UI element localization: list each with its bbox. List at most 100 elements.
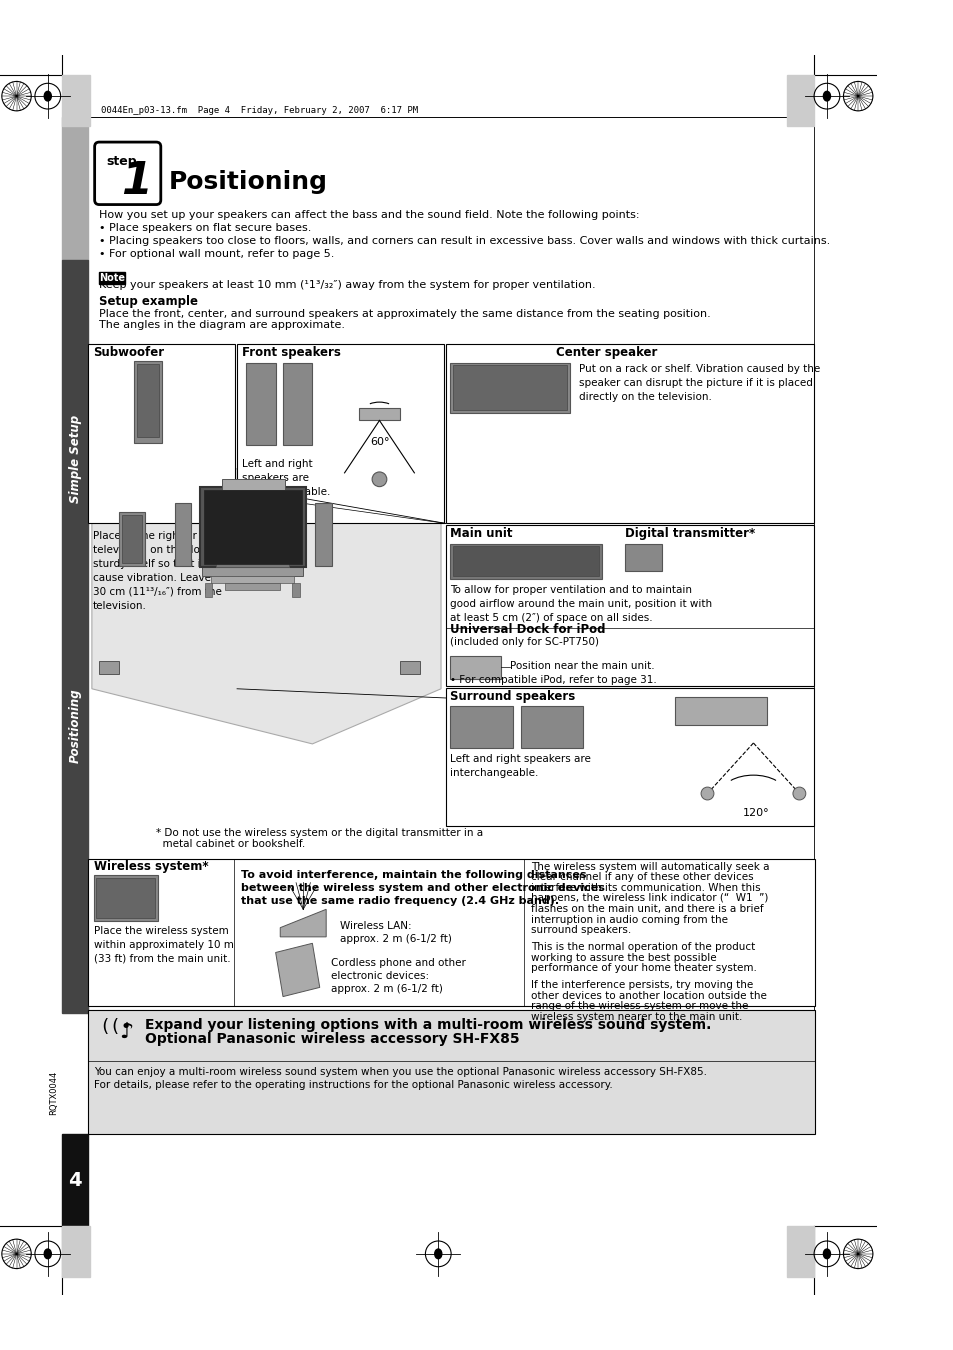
Bar xyxy=(238,547,264,558)
Polygon shape xyxy=(275,944,319,996)
Bar xyxy=(236,344,443,524)
Bar xyxy=(215,556,289,567)
Bar xyxy=(62,1226,90,1277)
Text: working to assure the best possible: working to assure the best possible xyxy=(531,953,716,963)
Bar xyxy=(445,344,813,524)
Text: step: step xyxy=(107,155,137,167)
Text: Universal Dock for iPod: Universal Dock for iPod xyxy=(450,622,605,636)
Bar xyxy=(205,583,212,597)
Bar xyxy=(137,363,159,437)
Bar xyxy=(450,544,601,579)
Text: • For compatible iPod, refer to page 31.: • For compatible iPod, refer to page 31. xyxy=(450,675,657,686)
Text: 4: 4 xyxy=(69,1170,82,1189)
Text: To allow for proper ventilation and to maintain
good airflow around the main uni: To allow for proper ventilation and to m… xyxy=(450,585,712,622)
Bar xyxy=(453,366,566,410)
Text: Setup example: Setup example xyxy=(99,294,198,308)
Text: clear channel if any of these other devices: clear channel if any of these other devi… xyxy=(531,872,753,883)
Text: To avoid interference, maintain the following distances
between the wireless sys: To avoid interference, maintain the foll… xyxy=(240,869,604,906)
Text: 0044En_p03-13.fm  Page 4  Friday, February 2, 2007  6:17 PM: 0044En_p03-13.fm Page 4 Friday, February… xyxy=(101,105,417,115)
Text: happens, the wireless link indicator (“  W1  ”): happens, the wireless link indicator (“ … xyxy=(531,894,768,903)
Bar xyxy=(445,525,813,686)
Text: • Place speakers on flat secure bases.: • Place speakers on flat secure bases. xyxy=(99,223,312,234)
Circle shape xyxy=(700,787,713,801)
Text: This is the normal operation of the product: This is the normal operation of the prod… xyxy=(531,942,755,952)
Bar xyxy=(93,875,158,921)
Text: • Placing speakers too close to floors, walls, and corners can result in excessi: • Placing speakers too close to floors, … xyxy=(99,236,830,246)
Text: How you set up your speakers can affect the bass and the sound field. Note the f: How you set up your speakers can affect … xyxy=(99,211,639,220)
Ellipse shape xyxy=(44,92,51,101)
Text: The angles in the diagram are approximate.: The angles in the diagram are approximat… xyxy=(99,320,345,329)
Ellipse shape xyxy=(822,92,830,101)
Text: You can enjoy a multi-room wireless sound system when you use the optional Panas: You can enjoy a multi-room wireless soun… xyxy=(93,1068,706,1077)
Text: 1: 1 xyxy=(121,161,152,204)
Text: Place the wireless system
within approximately 10 m
(33 ft) from the main unit.: Place the wireless system within approxi… xyxy=(93,926,233,964)
Bar xyxy=(445,688,813,826)
Text: Main unit: Main unit xyxy=(450,528,512,540)
Text: range of the wireless system or move the: range of the wireless system or move the xyxy=(531,1002,748,1011)
Ellipse shape xyxy=(435,1249,441,1258)
Text: For details, please refer to the operating instructions for the optional Panason: For details, please refer to the operati… xyxy=(93,1080,612,1091)
Text: interfere with its communication. When this: interfere with its communication. When t… xyxy=(531,883,760,892)
Text: metal cabinet or bookshelf.: metal cabinet or bookshelf. xyxy=(156,838,305,849)
Text: Place the front, center, and surround speakers at approximately the same distanc: Place the front, center, and surround sp… xyxy=(99,309,710,319)
Text: (included only for SC-PT750): (included only for SC-PT750) xyxy=(450,637,598,647)
Ellipse shape xyxy=(822,1249,830,1258)
Text: Position near the main unit.: Position near the main unit. xyxy=(510,660,654,671)
Bar xyxy=(675,697,766,725)
Text: Center speaker: Center speaker xyxy=(556,346,657,359)
Text: The wireless system will automatically seek a: The wireless system will automatically s… xyxy=(531,861,769,872)
Bar xyxy=(453,547,598,575)
Bar xyxy=(520,706,583,748)
Text: Wireless system*: Wireless system* xyxy=(93,860,208,873)
Bar xyxy=(88,117,813,1134)
Text: * Do not use the wireless system or the digital transmitter in a: * Do not use the wireless system or the … xyxy=(156,828,483,838)
Bar xyxy=(359,408,399,420)
Bar xyxy=(212,575,294,583)
Bar xyxy=(119,513,145,566)
Text: Simple Setup: Simple Setup xyxy=(69,414,82,504)
Text: Front speakers: Front speakers xyxy=(241,346,340,359)
Bar xyxy=(88,1010,814,1134)
Circle shape xyxy=(372,472,386,486)
Text: Wireless LAN:
approx. 2 m (6-1/2 ft): Wireless LAN: approx. 2 m (6-1/2 ft) xyxy=(339,921,452,945)
Bar xyxy=(314,504,332,566)
Circle shape xyxy=(792,787,805,801)
Text: ♪: ♪ xyxy=(119,1022,133,1041)
Bar xyxy=(399,662,419,674)
Text: Left and right
speakers are
interchangeable.: Left and right speakers are interchangea… xyxy=(241,459,330,497)
Bar xyxy=(283,363,312,446)
Bar xyxy=(225,583,280,590)
Text: Note: Note xyxy=(99,273,125,282)
Bar xyxy=(222,479,285,490)
Bar xyxy=(88,859,814,1006)
Text: 120°: 120° xyxy=(741,809,768,818)
Bar xyxy=(122,516,142,563)
Bar xyxy=(99,271,125,284)
Bar xyxy=(62,117,88,259)
Bar xyxy=(450,706,512,748)
Text: Put on a rack or shelf. Vibration caused by the
speaker can disrupt the picture : Put on a rack or shelf. Vibration caused… xyxy=(578,364,820,402)
Text: If the interference persists, try moving the: If the interference persists, try moving… xyxy=(531,980,753,991)
Text: Optional Panasonic wireless accessory SH-FX85: Optional Panasonic wireless accessory SH… xyxy=(145,1033,519,1046)
Text: flashes on the main unit, and there is a brief: flashes on the main unit, and there is a… xyxy=(531,904,763,914)
Bar xyxy=(450,363,569,413)
Bar xyxy=(99,662,119,674)
Bar xyxy=(96,878,155,918)
Text: Left and right speakers are
interchangeable.: Left and right speakers are interchangea… xyxy=(450,755,591,778)
Bar xyxy=(62,1134,88,1226)
Bar xyxy=(624,544,660,571)
Text: Positioning: Positioning xyxy=(169,170,328,193)
Text: Place to the right or left of the
television, on the floor or a
sturdy shelf so : Place to the right or left of the televi… xyxy=(92,531,251,610)
Text: wireless system nearer to the main unit.: wireless system nearer to the main unit. xyxy=(531,1012,741,1022)
Text: Subwoofer: Subwoofer xyxy=(92,346,164,359)
Text: interruption in audio coming from the: interruption in audio coming from the xyxy=(531,914,727,925)
Bar xyxy=(88,344,235,524)
Bar xyxy=(785,76,813,126)
Bar xyxy=(450,656,500,679)
Bar xyxy=(246,363,275,446)
Polygon shape xyxy=(91,450,440,744)
Bar xyxy=(200,486,306,567)
Text: Cordless phone and other
electronic devices:
approx. 2 m (6-1/2 ft): Cordless phone and other electronic devi… xyxy=(331,958,465,995)
Text: Surround speakers: Surround speakers xyxy=(450,690,575,703)
Polygon shape xyxy=(280,910,326,937)
